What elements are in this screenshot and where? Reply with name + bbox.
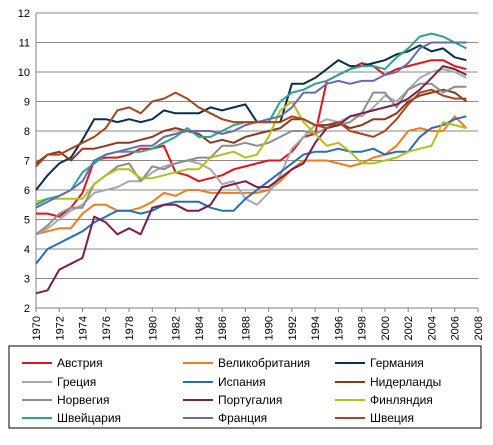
x-tick-label: 2006 — [450, 316, 462, 340]
legend-box — [8, 345, 482, 429]
series-line-2 — [35, 115, 468, 236]
legend-label: Великобритания — [218, 356, 310, 370]
x-tick-label: 1970 — [31, 316, 43, 340]
legend: Австрия Великобритания Германия Греция Испан… — [8, 345, 482, 429]
x-tick-label: 1972 — [54, 316, 66, 340]
series-line-8 — [35, 65, 467, 295]
legend-label: Греция — [57, 375, 96, 389]
legend-label: Нидерланды — [370, 375, 441, 389]
series-line-5 — [35, 115, 467, 265]
y-tick-label: 11 — [19, 38, 30, 50]
x-tick-label: 1994 — [310, 316, 322, 340]
x-tick-label: 1974 — [78, 316, 90, 340]
series-line-11 — [35, 41, 467, 209]
x-tick-label: 1978 — [124, 316, 136, 340]
y-tick-label: 5 — [24, 215, 30, 227]
x-tick-label: 1996 — [333, 316, 345, 340]
legend-label: Австрия — [57, 356, 103, 370]
x-tick-label: 1990 — [264, 316, 276, 340]
y-tick-label: 8 — [24, 126, 30, 138]
series-line-9 — [35, 100, 467, 203]
x-tick-label: 1984 — [194, 316, 206, 340]
series-line-3 — [35, 44, 467, 191]
legend-label: Франция — [218, 411, 267, 425]
x-tick-label: 2002 — [403, 316, 415, 340]
x-tick-label: 1992 — [287, 316, 299, 340]
y-tick-label: 9 — [24, 97, 30, 109]
y-tick-label: 2 — [24, 303, 30, 315]
x-tick-label: 1988 — [240, 316, 252, 340]
series-line-1 — [36, 59, 467, 218]
legend-label: Германия — [370, 356, 424, 370]
x-tick-label: 1986 — [217, 316, 229, 340]
y-tick-label: 3 — [24, 274, 30, 286]
x-tick-label: 1980 — [147, 316, 159, 340]
legend-label: Испания — [218, 375, 266, 389]
y-tick-label: 7 — [24, 156, 30, 168]
legend-label: Финляндия — [370, 393, 433, 407]
x-tick-label: 1998 — [357, 316, 369, 340]
y-tick-label: 4 — [24, 244, 30, 256]
legend-label: Норвегия — [57, 393, 110, 407]
x-tick-label: 1982 — [171, 316, 183, 340]
legend-label: Португалия — [218, 393, 282, 407]
y-tick-label: 10 — [18, 67, 30, 79]
x-tick-label: 2004 — [426, 316, 438, 340]
legend-label: Швеция — [370, 411, 414, 425]
x-tick-label: 1976 — [101, 316, 113, 340]
x-tick-label: 2000 — [380, 316, 392, 340]
legend-label: Швейцария — [57, 411, 121, 425]
series-line-4 — [35, 68, 467, 236]
series-layer — [35, 32, 468, 295]
series-line-6 — [35, 88, 468, 165]
y-tick-label: 12 — [18, 8, 30, 20]
series-line-12 — [35, 88, 467, 168]
y-tick-label: 6 — [24, 185, 30, 197]
x-tick-label: 2008 — [473, 316, 485, 340]
axis-layer: 2 3 4 5 6 7 8 9 10 11 12 1970 1972 1974 1976 1978 1980 19… — [18, 8, 485, 340]
